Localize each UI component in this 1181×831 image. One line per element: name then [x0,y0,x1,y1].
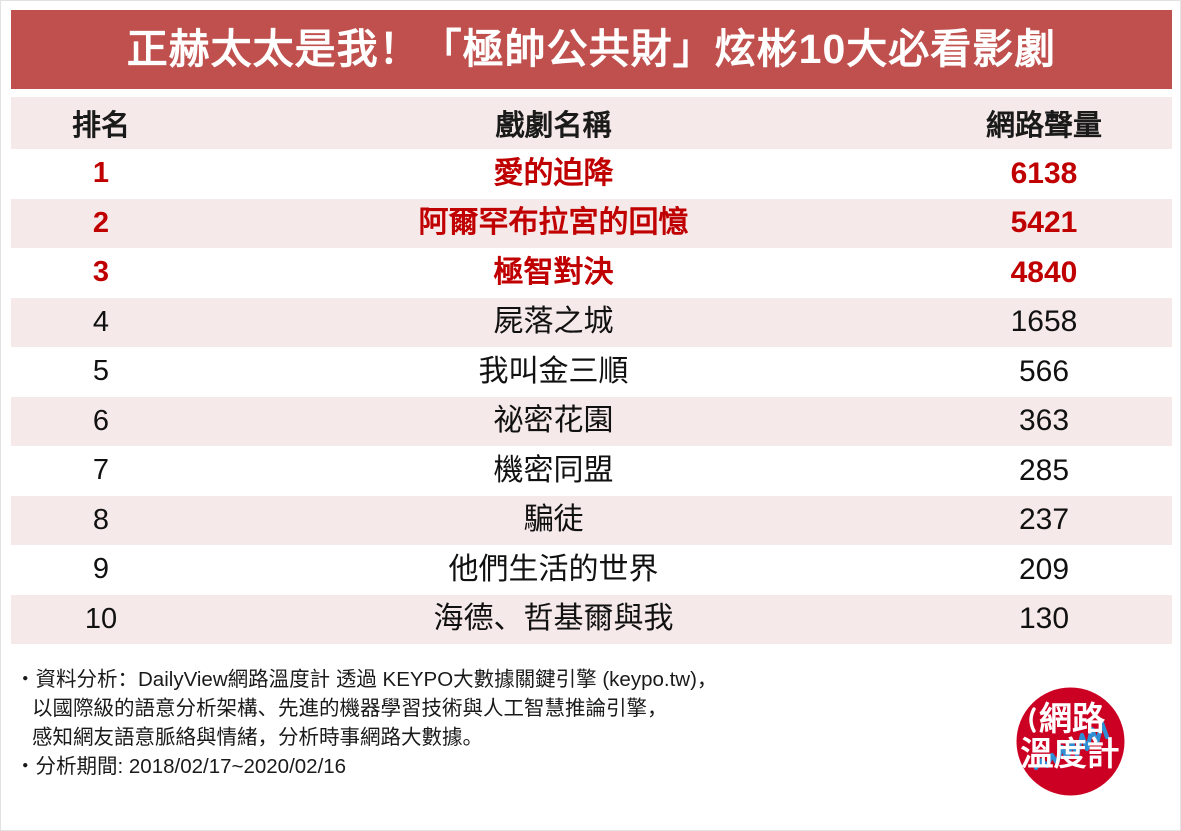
footer-notes: ・資料分析：DailyView網路溫度計 透過 KEYPO大數據關鍵引擎 (ke… [15,665,995,781]
cell-volume: 6138 [916,149,1172,199]
page-title: 正赫太太是我！「極帥公共財」炫彬10大必看影劇 [126,26,1057,72]
cell-volume: 5421 [916,198,1172,248]
cell-name: 他們生活的世界 [191,545,916,595]
footer-line-period: ・分析期間: 2018/02/17~2020/02/16 [15,755,347,778]
cell-rank: 6 [11,396,191,446]
cell-rank: 8 [11,495,191,545]
column-header-rank: 排名 [11,97,191,149]
table-row: 4 屍落之城 1658 [11,297,1172,347]
dailyview-thermometer-logo-icon: 網路 溫度計 [1016,687,1125,796]
column-header-name: 戲劇名稱 [191,97,916,149]
column-header-volume: 網路聲量 [916,97,1172,149]
logo-line2: 溫度計 [1021,735,1120,772]
cell-name: 愛的迫降 [191,149,916,199]
cell-volume: 363 [916,396,1172,446]
table-row: 3 極智對決 4840 [11,248,1172,298]
cell-name: 屍落之城 [191,297,916,347]
cell-rank: 7 [11,446,191,496]
table-row: 7 機密同盟 285 [11,446,1172,496]
cell-name: 阿爾罕布拉宮的回憶 [191,198,916,248]
cell-name: 機密同盟 [191,446,916,496]
table-head: 排名 戲劇名稱 網路聲量 [11,97,1172,149]
table-header-row: 排名 戲劇名稱 網路聲量 [11,97,1172,149]
cell-name: 我叫金三順 [191,347,916,397]
cell-rank: 4 [11,297,191,347]
table-row: 2 阿爾罕布拉宮的回憶 5421 [11,198,1172,248]
cell-name: 祕密花園 [191,396,916,446]
footer-line-source: ・資料分析：DailyView網路溫度計 透過 KEYPO大數據關鍵引擎 (ke… [15,668,718,691]
cell-name: 騙徒 [191,495,916,545]
table-row: 6 祕密花園 363 [11,396,1172,446]
cell-volume: 1658 [916,297,1172,347]
footer-line-method-2: 感知網友語意脈絡與情緒，分析時事網路大數據。 [32,726,483,749]
table-row: 5 我叫金三順 566 [11,347,1172,397]
cell-rank: 2 [11,198,191,248]
table-row: 1 愛的迫降 6138 [11,149,1172,199]
cell-volume: 130 [916,594,1172,644]
footer-line-method-1: 以國際級的語意分析架構、先進的機器學習技術與人工智慧推論引擎， [32,697,668,720]
table-row: 8 騙徒 237 [11,495,1172,545]
cell-rank: 3 [11,248,191,298]
cell-name: 海德、哲基爾與我 [191,594,916,644]
ranking-table: 排名 戲劇名稱 網路聲量 1 愛的迫降 6138 2 阿爾罕布拉宮的回憶 5421 3 極智對… [11,97,1172,644]
table-row: 10 海德、哲基爾與我 130 [11,594,1172,644]
cell-rank: 10 [11,594,191,644]
title-banner: 正赫太太是我！「極帥公共財」炫彬10大必看影劇 [11,10,1172,89]
cell-rank: 1 [11,149,191,199]
cell-rank: 9 [11,545,191,595]
cell-volume: 4840 [916,248,1172,298]
cell-volume: 209 [916,545,1172,595]
cell-volume: 285 [916,446,1172,496]
cell-name: 極智對決 [191,248,916,298]
table-body: 1 愛的迫降 6138 2 阿爾罕布拉宮的回憶 5421 3 極智對決 4840 4 屍落之城 165… [11,149,1172,644]
cell-rank: 5 [11,347,191,397]
table-row: 9 他們生活的世界 209 [11,545,1172,595]
cell-volume: 237 [916,495,1172,545]
cell-volume: 566 [916,347,1172,397]
dailyview-logo: 網路 溫度計 [1014,685,1127,798]
ranking-table-wrapper: 排名 戲劇名稱 網路聲量 1 愛的迫降 6138 2 阿爾罕布拉宮的回憶 5421 3 極智對… [11,97,1172,644]
logo-line1: 網路 [1039,700,1106,737]
